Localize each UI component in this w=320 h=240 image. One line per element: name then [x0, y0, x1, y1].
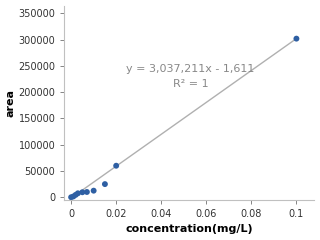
Point [294, 37, 299, 41]
Point [91, 189, 96, 192]
Point [84, 190, 90, 194]
Point [114, 164, 119, 168]
Point [68, 195, 74, 199]
Y-axis label: area: area [5, 89, 16, 117]
Text: y = 3,037,211x - 1,611
R² = 1: y = 3,037,211x - 1,611 R² = 1 [126, 64, 255, 89]
Point [80, 190, 85, 194]
Point [102, 182, 108, 186]
Point [75, 191, 80, 195]
X-axis label: concentration(mg/L): concentration(mg/L) [125, 224, 253, 234]
Point [71, 195, 76, 198]
Point [73, 193, 78, 197]
